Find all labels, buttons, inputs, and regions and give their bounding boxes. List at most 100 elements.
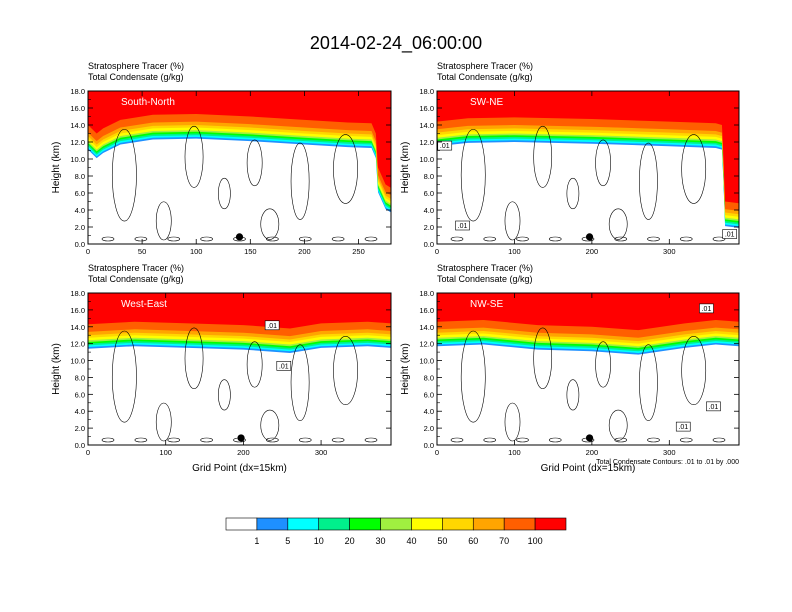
condensate-contours bbox=[450, 327, 726, 443]
figure-title: 2014-02-24_06:00:00 bbox=[309, 33, 483, 53]
contour-line bbox=[548, 236, 562, 242]
panel-1: .01 .01 .01 0.0 2.0 4.0 6.0 8.0 10.0 12.0 14.0 16.0… bbox=[400, 61, 740, 256]
contour-line bbox=[290, 344, 310, 421]
y-tick-label: 16.0 bbox=[419, 104, 434, 113]
contour-line bbox=[155, 402, 172, 442]
contour-line bbox=[246, 139, 263, 187]
condensate-contours bbox=[450, 125, 726, 242]
tracer-band-max bbox=[437, 91, 739, 197]
x-tick-label: 0 bbox=[86, 247, 90, 256]
y-tick-label: 10.0 bbox=[70, 357, 85, 366]
contour-line bbox=[450, 236, 464, 242]
contour-line bbox=[516, 236, 529, 242]
contour-label: .01 bbox=[725, 232, 735, 239]
location-marker bbox=[585, 434, 594, 442]
contour-label: .01 bbox=[267, 323, 277, 330]
y-tick-label: 10.0 bbox=[419, 357, 434, 366]
contour-line bbox=[566, 379, 580, 411]
x-tick-label: 0 bbox=[435, 448, 439, 457]
contour-line bbox=[218, 177, 231, 210]
contour-line bbox=[681, 134, 707, 204]
contour-line bbox=[200, 437, 213, 443]
contour-line bbox=[681, 336, 707, 406]
colorbar-label: 70 bbox=[499, 536, 509, 546]
tracer-field bbox=[437, 293, 739, 443]
panel-title-condensate: Total Condensate (g/kg) bbox=[88, 72, 184, 82]
y-tick-label: 18.0 bbox=[419, 289, 434, 298]
y-tick-label: 10.0 bbox=[70, 155, 85, 164]
y-tick-label: 8.0 bbox=[424, 373, 434, 382]
y-tick-label: 18.0 bbox=[70, 289, 85, 298]
panel-title-tracer: Stratosphere Tracer (%) bbox=[437, 263, 533, 273]
y-tick-label: 0.0 bbox=[424, 441, 434, 450]
colorbar-swatch bbox=[318, 517, 350, 531]
contour-line bbox=[712, 236, 726, 242]
location-marker bbox=[585, 233, 594, 241]
contour-line bbox=[608, 409, 628, 441]
contour-line bbox=[483, 437, 497, 443]
x-tick-label: 250 bbox=[352, 247, 365, 256]
y-axis-label: Height (km) bbox=[400, 142, 411, 194]
contour-line bbox=[155, 201, 172, 241]
y-axis-label: Height (km) bbox=[400, 343, 411, 395]
contour-line bbox=[333, 336, 358, 406]
colorbar-label: 100 bbox=[528, 536, 543, 546]
colorbar-swatch bbox=[472, 517, 505, 531]
y-tick-label: 0.0 bbox=[424, 240, 434, 249]
contour-line bbox=[483, 236, 497, 242]
y-tick-label: 2.0 bbox=[424, 223, 434, 232]
contour-line bbox=[504, 402, 521, 442]
contour-label-box bbox=[722, 229, 738, 239]
contour-line bbox=[111, 128, 137, 222]
y-tick-label: 4.0 bbox=[75, 407, 85, 416]
contour-line bbox=[101, 437, 115, 443]
contour-line bbox=[614, 437, 628, 443]
panel-title-condensate: Total Condensate (g/kg) bbox=[437, 72, 533, 82]
panel-2: .01 .01 0.0 2.0 4.0 6.0 8.0 10.0 12.0 14.0 16.0 18.… bbox=[51, 263, 392, 474]
contour-line bbox=[331, 236, 345, 242]
y-tick-label: 12.0 bbox=[419, 340, 434, 349]
contour-label: .01 bbox=[702, 306, 712, 313]
contour-line bbox=[533, 327, 553, 390]
colorbar-swatch bbox=[225, 517, 258, 531]
contour-line bbox=[266, 437, 279, 443]
contour-line bbox=[290, 142, 310, 220]
colorbar-label: 1 bbox=[254, 536, 259, 546]
tracer-field bbox=[437, 91, 739, 242]
y-tick-label: 10.0 bbox=[419, 155, 434, 164]
contour-line bbox=[111, 330, 137, 423]
contour-line bbox=[460, 330, 486, 423]
contour-line bbox=[260, 409, 280, 441]
tracer-band bbox=[88, 91, 391, 188]
tracer-field bbox=[88, 293, 391, 443]
y-tick-label: 14.0 bbox=[70, 323, 85, 332]
condensate-contours bbox=[101, 327, 378, 443]
contour-line bbox=[639, 142, 658, 220]
contour-line bbox=[647, 236, 660, 242]
panel-label: West-East bbox=[121, 299, 167, 310]
y-tick-label: 4.0 bbox=[424, 206, 434, 215]
tracer-band-max bbox=[437, 293, 739, 324]
panel-label: NW-SE bbox=[470, 299, 503, 310]
contour-label: .01 bbox=[678, 424, 688, 431]
contour-line bbox=[595, 341, 611, 388]
contour-line bbox=[679, 236, 693, 242]
contour-label-box bbox=[699, 303, 714, 314]
y-tick-label: 2.0 bbox=[75, 424, 85, 433]
y-tick-label: 8.0 bbox=[75, 172, 85, 181]
colorbar-swatch bbox=[411, 517, 443, 531]
tracer-band bbox=[437, 91, 739, 204]
contour-line bbox=[167, 437, 181, 443]
x-tick-label: 100 bbox=[190, 247, 203, 256]
panel-label: South-North bbox=[121, 97, 175, 108]
contour-line bbox=[639, 344, 658, 421]
colorbar-label: 50 bbox=[437, 536, 447, 546]
y-tick-label: 14.0 bbox=[419, 323, 434, 332]
condensate-contours bbox=[101, 125, 378, 242]
y-tick-label: 14.0 bbox=[419, 121, 434, 130]
x-tick-label: 0 bbox=[86, 448, 90, 457]
contour-line bbox=[450, 437, 464, 443]
y-tick-label: 12.0 bbox=[419, 138, 434, 147]
panel-label: SW-NE bbox=[470, 97, 503, 108]
x-tick-label: 300 bbox=[663, 448, 676, 457]
